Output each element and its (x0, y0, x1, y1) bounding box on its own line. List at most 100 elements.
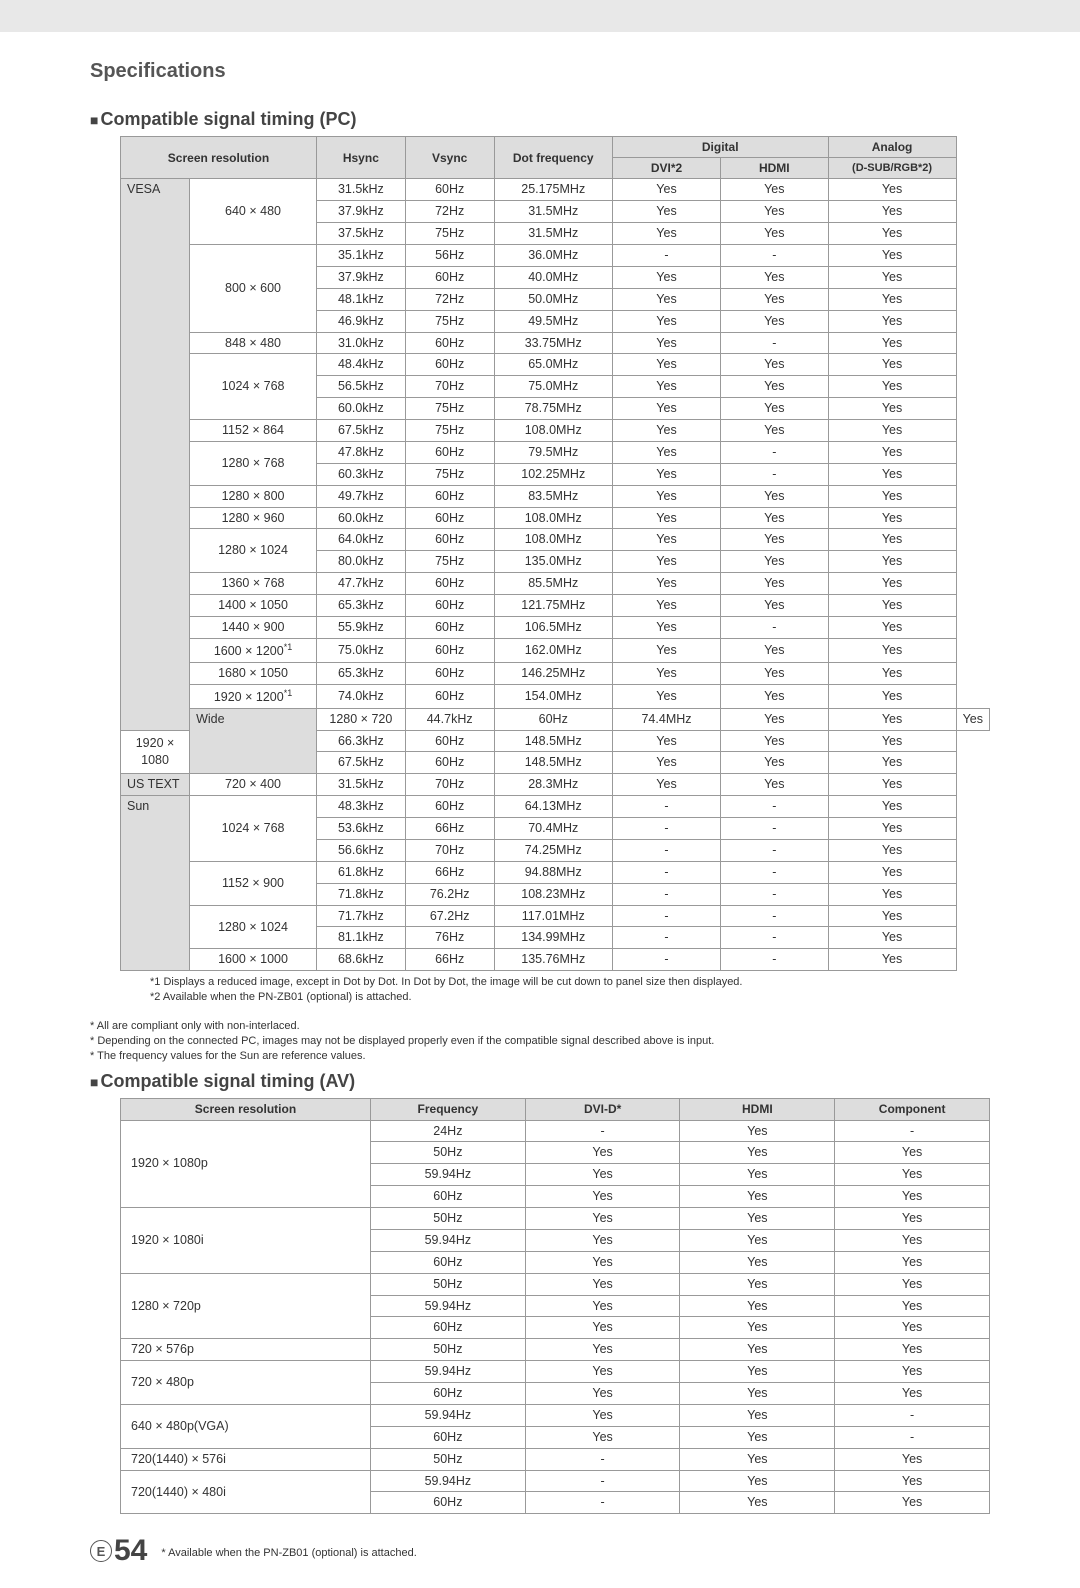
data-cell: Yes (721, 684, 828, 708)
data-cell: Yes (828, 376, 956, 398)
data-cell: 75.0MHz (494, 376, 612, 398)
page-content: Specifications Compatible signal timing … (0, 32, 1080, 1588)
data-cell: 121.75MHz (494, 595, 612, 617)
data-cell: Yes (721, 752, 828, 774)
data-cell: 36.0MHz (494, 245, 612, 267)
footnote-line: *2 Available when the PN-ZB01 (optional)… (150, 990, 990, 1005)
data-cell: Yes (721, 638, 828, 662)
data-cell: Yes (525, 1295, 680, 1317)
pc-notes: All are compliant only with non-interlac… (90, 1019, 990, 1064)
data-cell: Yes (612, 441, 720, 463)
data-cell: Yes (828, 223, 956, 245)
th-dsub: (D-SUB/RGB*2) (828, 158, 956, 179)
data-cell: 72Hz (405, 288, 494, 310)
table-row: 1600 × 100068.6kHz66Hz135.76MHz--Yes (121, 949, 990, 971)
data-cell: Yes (525, 1142, 680, 1164)
data-cell: Yes (835, 1448, 990, 1470)
data-cell: Yes (721, 595, 828, 617)
table-row: US TEXT720 × 40031.5kHz70Hz28.3MHzYesYes… (121, 774, 990, 796)
data-cell: 75Hz (405, 420, 494, 442)
data-cell: 60Hz (405, 796, 494, 818)
data-cell: Yes (828, 266, 956, 288)
table-row: 1152 × 86467.5kHz75Hz108.0MHzYesYesYes (121, 420, 990, 442)
table-row: Sun1024 × 76848.3kHz60Hz64.13MHz--Yes (121, 796, 990, 818)
data-cell: Yes (612, 730, 720, 752)
data-cell: Yes (835, 1186, 990, 1208)
data-cell: Yes (612, 179, 720, 201)
data-cell: 108.0MHz (494, 529, 612, 551)
data-cell: - (612, 927, 720, 949)
data-cell: - (721, 463, 828, 485)
table-row: 1920 × 1080i50HzYesYesYes (121, 1208, 990, 1230)
data-cell: 33.75MHz (494, 332, 612, 354)
pc-table: Screen resolution Hsync Vsync Dot freque… (120, 136, 990, 971)
data-cell: Yes (680, 1361, 835, 1383)
data-cell: 76Hz (405, 927, 494, 949)
page-number: 54 (114, 1534, 147, 1568)
data-cell: 154.0MHz (494, 684, 612, 708)
resolution-cell: 1024 × 768 (190, 354, 317, 420)
resolution-cell: 1280 × 1024 (190, 905, 317, 949)
data-cell: Yes (525, 1164, 680, 1186)
data-cell: 60Hz (405, 529, 494, 551)
data-cell: Yes (828, 796, 956, 818)
data-cell: - (721, 839, 828, 861)
data-cell: 135.0MHz (494, 551, 612, 573)
data-cell: 66Hz (405, 818, 494, 840)
data-cell: Yes (835, 1142, 990, 1164)
data-cell: Yes (721, 774, 828, 796)
table-row: 1280 × 102471.7kHz67.2Hz117.01MHz--Yes (121, 905, 990, 927)
data-cell: - (612, 905, 720, 927)
data-cell: 66Hz (405, 861, 494, 883)
data-cell: Yes (828, 179, 956, 201)
data-cell: Yes (721, 485, 828, 507)
th-dot: Dot frequency (494, 137, 612, 179)
table-row: 848 × 48031.0kHz60Hz33.75MHzYes-Yes (121, 332, 990, 354)
data-cell: 31.5kHz (316, 774, 405, 796)
data-cell: Yes (612, 420, 720, 442)
page-footer: E 54 * Available when the PN-ZB01 (optio… (90, 1534, 990, 1568)
data-cell: Yes (828, 861, 956, 883)
resolution-cell: 800 × 600 (190, 245, 317, 333)
data-cell: Yes (828, 595, 956, 617)
data-cell: Yes (828, 616, 956, 638)
data-cell: 60Hz (405, 684, 494, 708)
data-cell: - (612, 949, 720, 971)
data-cell: 59.94Hz (370, 1470, 525, 1492)
th-av-hdmi: HDMI (680, 1099, 835, 1120)
table-row: 800 × 60035.1kHz56Hz36.0MHz--Yes (121, 245, 990, 267)
data-cell: 106.5MHz (494, 616, 612, 638)
category-cell: Wide (190, 708, 317, 774)
table-row: 720 × 576p50HzYesYesYes (121, 1339, 990, 1361)
data-cell: 37.9kHz (316, 266, 405, 288)
data-cell: Yes (835, 1208, 990, 1230)
table-row: 1280 × 96060.0kHz60Hz108.0MHzYesYesYes (121, 507, 990, 529)
data-cell: Yes (828, 529, 956, 551)
data-cell: Yes (680, 1208, 835, 1230)
data-cell: 60Hz (405, 507, 494, 529)
data-cell: Yes (612, 288, 720, 310)
header-band (0, 0, 1080, 32)
data-cell: Yes (680, 1448, 835, 1470)
resolution-cell: 1920 × 1080i (121, 1208, 371, 1274)
data-cell: Yes (612, 662, 720, 684)
data-cell: Yes (525, 1361, 680, 1383)
data-cell: 59.94Hz (370, 1361, 525, 1383)
data-cell: - (721, 818, 828, 840)
table-row: 1280 × 720p50HzYesYesYes (121, 1273, 990, 1295)
data-cell: 37.5kHz (316, 223, 405, 245)
data-cell: 48.1kHz (316, 288, 405, 310)
data-cell: 75Hz (405, 551, 494, 573)
data-cell: 60.0kHz (316, 398, 405, 420)
data-cell: Yes (721, 507, 828, 529)
resolution-cell: 1360 × 768 (190, 573, 317, 595)
data-cell: 37.9kHz (316, 201, 405, 223)
data-cell: Yes (612, 529, 720, 551)
table-row: 1680 × 105065.3kHz60Hz146.25MHzYesYesYes (121, 662, 990, 684)
resolution-cell: 1600 × 1000 (190, 949, 317, 971)
data-cell: Yes (828, 398, 956, 420)
data-cell: Yes (525, 1426, 680, 1448)
data-cell: 50Hz (370, 1448, 525, 1470)
data-cell: 60Hz (370, 1492, 525, 1514)
data-cell: 94.88MHz (494, 861, 612, 883)
